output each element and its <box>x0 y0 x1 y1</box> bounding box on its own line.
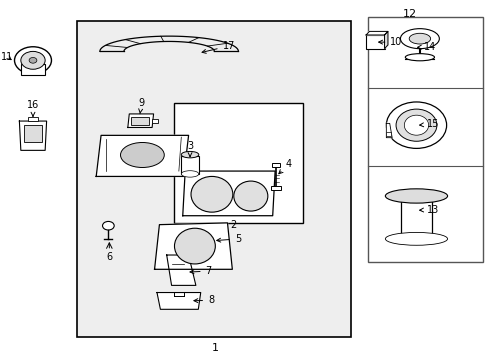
Ellipse shape <box>120 143 164 167</box>
Text: 13: 13 <box>419 204 438 215</box>
Bar <box>131 117 148 125</box>
Text: 8: 8 <box>194 296 214 305</box>
Polygon shape <box>157 293 201 309</box>
Ellipse shape <box>385 233 447 245</box>
Text: 15: 15 <box>419 119 438 129</box>
Bar <box>366 35 384 49</box>
Text: 17: 17 <box>202 41 235 53</box>
Ellipse shape <box>405 54 434 61</box>
Ellipse shape <box>408 33 430 44</box>
Bar <box>21 64 45 75</box>
Text: 9: 9 <box>138 98 144 114</box>
Polygon shape <box>183 171 275 216</box>
Ellipse shape <box>102 221 114 230</box>
Text: 12: 12 <box>402 9 416 19</box>
Text: 1: 1 <box>211 343 218 353</box>
Ellipse shape <box>15 47 51 74</box>
Bar <box>28 117 38 121</box>
Text: 10: 10 <box>378 37 402 47</box>
Ellipse shape <box>233 181 267 211</box>
Bar <box>271 186 281 190</box>
Ellipse shape <box>404 115 428 135</box>
Text: 7: 7 <box>190 266 211 276</box>
Ellipse shape <box>174 228 215 264</box>
Polygon shape <box>166 255 196 285</box>
Ellipse shape <box>386 102 446 148</box>
Bar <box>77 21 351 337</box>
Ellipse shape <box>21 51 45 69</box>
Polygon shape <box>384 31 387 49</box>
Polygon shape <box>154 223 232 269</box>
Bar <box>400 196 431 239</box>
Bar <box>181 156 199 174</box>
Polygon shape <box>127 114 153 127</box>
Bar <box>386 132 390 136</box>
Bar <box>24 125 41 143</box>
Ellipse shape <box>395 109 436 141</box>
Text: 14: 14 <box>417 41 436 51</box>
Ellipse shape <box>181 152 199 158</box>
Polygon shape <box>386 123 391 138</box>
Polygon shape <box>20 121 46 150</box>
Text: 4: 4 <box>278 159 291 174</box>
Bar <box>272 163 280 167</box>
Text: 11: 11 <box>1 52 14 62</box>
Ellipse shape <box>181 171 199 177</box>
Text: 5: 5 <box>216 234 241 244</box>
Bar <box>174 103 302 223</box>
Polygon shape <box>366 31 387 35</box>
Bar <box>152 118 158 123</box>
Bar <box>368 18 482 262</box>
Polygon shape <box>96 135 188 176</box>
Text: 2: 2 <box>230 220 237 230</box>
Text: 6: 6 <box>106 252 112 262</box>
Ellipse shape <box>29 58 37 63</box>
Ellipse shape <box>385 189 447 203</box>
Text: 16: 16 <box>27 100 39 116</box>
Text: 3: 3 <box>186 141 193 157</box>
Ellipse shape <box>191 176 232 212</box>
Ellipse shape <box>400 29 438 49</box>
